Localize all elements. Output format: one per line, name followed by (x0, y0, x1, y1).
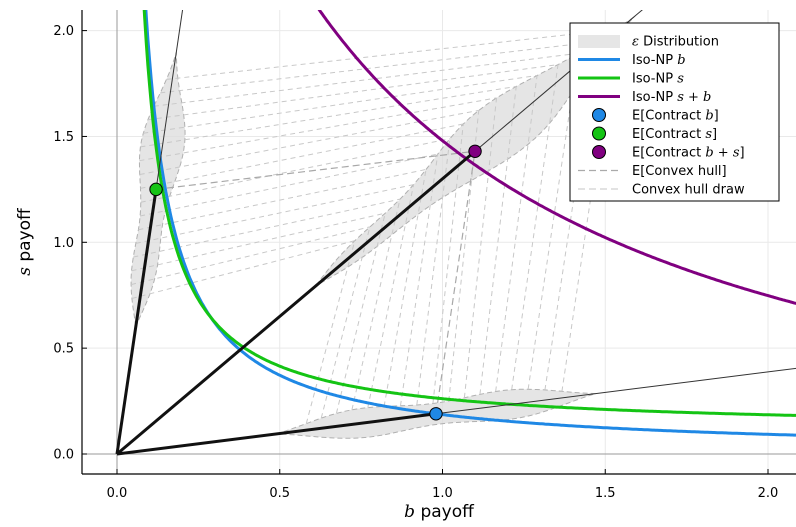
convex-hull-draws (130, 28, 617, 424)
convex-hull-draw (383, 169, 427, 407)
y-tick-label: 0.0 (53, 448, 74, 463)
convex-hull-draw (399, 153, 439, 406)
contract-marker (149, 182, 163, 197)
x-axis-label: b payoff (404, 502, 475, 522)
convex-hull-draw (166, 28, 616, 80)
contract-ray (116, 412, 437, 456)
y-axis-label: s payoff (15, 207, 35, 276)
x-tick-label: 0.5 (269, 486, 290, 501)
legend-label: Iso-NP s (632, 72, 684, 87)
y-tick-label: 0.5 (53, 342, 74, 357)
axes (81, 10, 796, 475)
legend-item: Iso-NP b (578, 53, 686, 68)
convex-hull-draw (140, 153, 438, 217)
convex-hull-draw (140, 138, 451, 203)
expected-convex-hull (435, 151, 476, 414)
convex-hull-draw (544, 41, 598, 391)
convex-hull-draw (561, 29, 617, 392)
iso-np-curve (317, 10, 796, 305)
convex-hull-draw (351, 199, 401, 410)
legend-label: ε Distribution (632, 35, 719, 50)
tick-labels: 0.0 0.5 1.0 1.5 2.0 0.0 0.5 1.0 1.5 2.0 (53, 24, 778, 501)
legend-label: Convex hull draw (632, 183, 745, 198)
convex-hull-draw (479, 86, 517, 395)
expected-convex-hull (155, 150, 476, 190)
contract-markers (149, 144, 482, 421)
legend-label: E[Convex hull] (632, 164, 727, 179)
convex-hull-draw (130, 226, 371, 286)
x-tick-label: 0.0 (107, 486, 128, 501)
contract-ray (116, 150, 477, 456)
iso-np-curve (144, 10, 796, 437)
legend-item: Iso-NP s (578, 72, 684, 87)
legend-swatch (578, 35, 620, 48)
convex-hull-draw (335, 213, 386, 414)
legend-item: ε Distribution (578, 35, 719, 50)
convex-hull-draw (131, 240, 355, 299)
convex-hull-draw (432, 123, 464, 404)
plot-area (115, 10, 796, 456)
x-tick-label: 1.5 (595, 486, 616, 501)
iso-np-curve (142, 10, 796, 417)
legend-label: Iso-NP s + b (632, 90, 711, 105)
convex-hull-draw (143, 74, 538, 134)
y-tick-label: 1.5 (53, 130, 74, 145)
contract-ray-extension (435, 367, 796, 415)
y-tick-label: 2.0 (53, 24, 74, 39)
contract-ray (115, 189, 158, 455)
legend-swatch (592, 108, 606, 122)
convex-hull-draw (495, 75, 538, 392)
legend: ε Distribution Iso-NP b Iso-NP s Iso-NP s +… (569, 22, 780, 202)
convex-hull-draw (139, 97, 497, 162)
contract-ray-extension (155, 10, 184, 190)
legend-item: Iso-NP s + b (578, 90, 711, 105)
legend-label: E[Contract s] (632, 127, 717, 142)
legend-item: Convex hull draw (578, 183, 745, 198)
convex-hull-draw (135, 184, 414, 244)
contract-marker (468, 144, 482, 158)
contract-marker (429, 407, 443, 421)
convex-hull-draw (139, 109, 479, 176)
legend-label: E[Contract b] (632, 109, 719, 124)
x-tick-label: 2.0 (758, 486, 779, 501)
convex-hull-draw (147, 64, 559, 121)
y-tick-label: 1.0 (53, 236, 74, 251)
legend-item: E[Convex hull] (578, 164, 727, 179)
convex-hull-draw (367, 184, 415, 408)
convex-hull-draw (511, 64, 559, 390)
convex-hull-draw (131, 212, 386, 272)
convex-hull-draw (138, 168, 427, 231)
legend-swatch (592, 126, 606, 141)
legend-label: E[Contract b + s] (632, 146, 745, 161)
convex-hull-draw (140, 85, 517, 148)
convex-hull-draw (160, 41, 598, 94)
legend-swatch (592, 145, 606, 159)
convex-hull-draw (140, 123, 464, 189)
convex-hull-draw (305, 240, 356, 424)
iso-np-curves (142, 10, 796, 437)
legend-item: E[Contract b + s] (592, 145, 745, 161)
legend-label: Iso-NP b (632, 53, 686, 68)
legend-item: E[Contract s] (592, 126, 717, 142)
legend-item: E[Contract b] (592, 108, 719, 124)
x-tick-label: 1.0 (432, 486, 453, 501)
convex-hull-draw (320, 226, 371, 419)
